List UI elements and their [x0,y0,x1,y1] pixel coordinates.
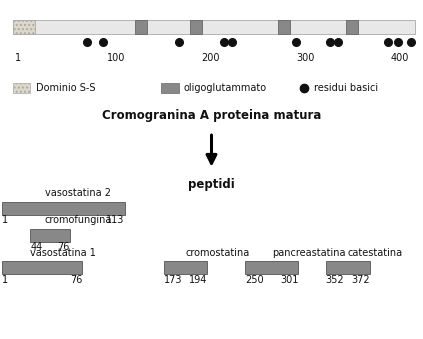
Text: oligoglutammato: oligoglutammato [184,83,267,93]
Text: 173: 173 [164,275,183,284]
Text: 301: 301 [280,275,298,284]
Bar [135,20,147,34]
Text: 76: 76 [58,242,70,252]
Text: 1: 1 [2,215,8,225]
Bar [190,20,201,34]
Bar [346,20,358,34]
Bar [245,261,298,274]
Text: 400: 400 [390,53,409,62]
Bar [13,83,30,93]
Text: 352: 352 [326,275,344,284]
Text: 194: 194 [189,275,207,284]
Text: 100: 100 [107,53,126,62]
Text: 200: 200 [201,53,220,62]
Text: vasostatina 1: vasostatina 1 [30,248,96,258]
Text: pancreastatina: pancreastatina [272,248,345,258]
Bar [278,20,290,34]
Bar [326,261,370,274]
Bar [13,20,35,34]
Text: 113: 113 [107,215,125,225]
Text: 372: 372 [352,275,370,284]
Text: Dominio S-S: Dominio S-S [36,83,95,93]
Text: 44: 44 [30,242,43,252]
Text: cromofungina: cromofungina [44,216,112,225]
Bar [2,202,125,215]
Text: Cromogranina A proteina matura: Cromogranina A proteina matura [102,109,321,122]
Bar [2,261,82,274]
Text: 250: 250 [245,275,264,284]
Text: vasostatina 2: vasostatina 2 [45,188,111,198]
Bar [161,83,179,93]
Text: residui basici: residui basici [314,83,378,93]
Bar [164,261,207,274]
Text: cromostatina: cromostatina [186,248,250,258]
Text: 300: 300 [296,53,314,62]
Text: 1: 1 [2,275,8,284]
Bar [13,20,415,34]
Bar [30,229,70,242]
Text: peptidi: peptidi [188,178,235,191]
Text: 76: 76 [70,275,82,284]
Text: catestatina: catestatina [348,248,403,258]
Text: 1: 1 [15,53,21,62]
